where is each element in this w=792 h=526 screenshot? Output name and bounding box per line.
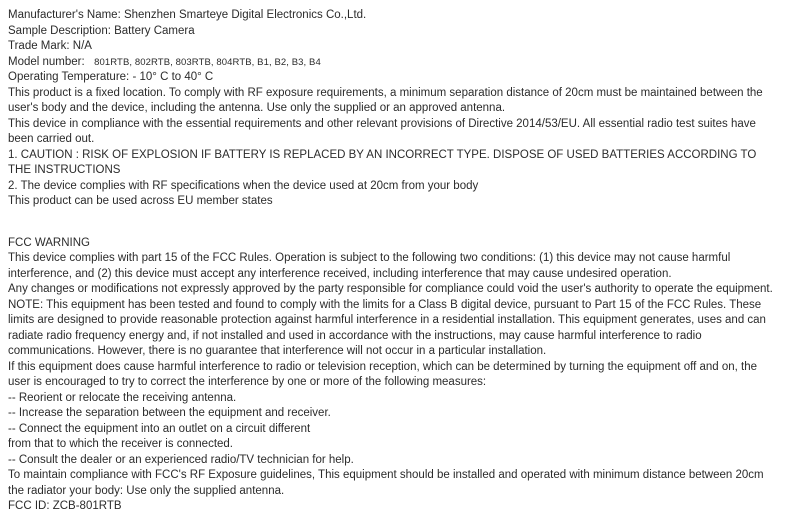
fcc-id: FCC ID: ZCB-801RTB bbox=[8, 499, 778, 515]
model-label: Model number: bbox=[8, 55, 91, 71]
trademark-value: N/A bbox=[73, 39, 92, 55]
body-para-1: This product is a fixed location. To com… bbox=[8, 86, 778, 117]
body-para-2: This device in compliance with the essen… bbox=[8, 117, 778, 148]
manufacturer-label: Manufacturer's Name: bbox=[8, 8, 124, 24]
fcc-para-3: NOTE: This equipment has been tested and… bbox=[8, 298, 778, 329]
optemp-value: ‑ 10° C to 40° C bbox=[132, 70, 213, 86]
body-para-4: 2. The device complies with RF specifica… bbox=[8, 179, 778, 195]
fcc-line-8: -- Connect the equipment into an outlet … bbox=[8, 422, 778, 438]
optemp-row: Operating Temperature: ‑ 10° C to 40° C bbox=[8, 70, 778, 86]
fcc-para-11: To maintain compliance with FCC's RF Exp… bbox=[8, 468, 778, 499]
sample-label: Sample Description: bbox=[8, 24, 114, 40]
body-para-5: This product can be used across EU membe… bbox=[8, 194, 778, 210]
document-page: Manufacturer's Name: Shenzhen Smarteye D… bbox=[0, 0, 792, 526]
model-row: Model number: 801RTB, 802RTB, 803RTB, 80… bbox=[8, 55, 778, 71]
optemp-label: Operating Temperature: bbox=[8, 70, 132, 86]
fcc-para-5: If this equipment does cause harmful int… bbox=[8, 360, 778, 391]
fcc-line-6: -- Reorient or relocate the receiving an… bbox=[8, 391, 778, 407]
body-para-3: 1. CAUTION : RISK OF EXPLOSION IF BATTER… bbox=[8, 148, 778, 179]
trademark-label: Trade Mark: bbox=[8, 39, 73, 55]
fcc-line-9: from that to which the receiver is conne… bbox=[8, 437, 778, 453]
manufacturer-value: Shenzhen Smarteye Digital Electronics Co… bbox=[124, 8, 366, 24]
fcc-para-4: radiate radio frequency energy and, if n… bbox=[8, 329, 778, 360]
sample-row: Sample Description: Battery Camera bbox=[8, 24, 778, 40]
fcc-para-2: Any changes or modifications not express… bbox=[8, 282, 778, 298]
fcc-heading: FCC WARNING bbox=[8, 236, 778, 252]
fcc-line-10: -- Consult the dealer or an experienced … bbox=[8, 453, 778, 469]
fcc-line-7: -- Increase the separation between the e… bbox=[8, 406, 778, 422]
spacer bbox=[8, 210, 778, 236]
trademark-row: Trade Mark: N/A bbox=[8, 39, 778, 55]
sample-value: Battery Camera bbox=[114, 24, 195, 40]
manufacturer-row: Manufacturer's Name: Shenzhen Smarteye D… bbox=[8, 8, 778, 24]
fcc-para-1: This device complies with part 15 of the… bbox=[8, 251, 778, 282]
model-value: 801RTB, 802RTB, 803RTB, 804RTB, B1, B2, … bbox=[91, 57, 321, 70]
